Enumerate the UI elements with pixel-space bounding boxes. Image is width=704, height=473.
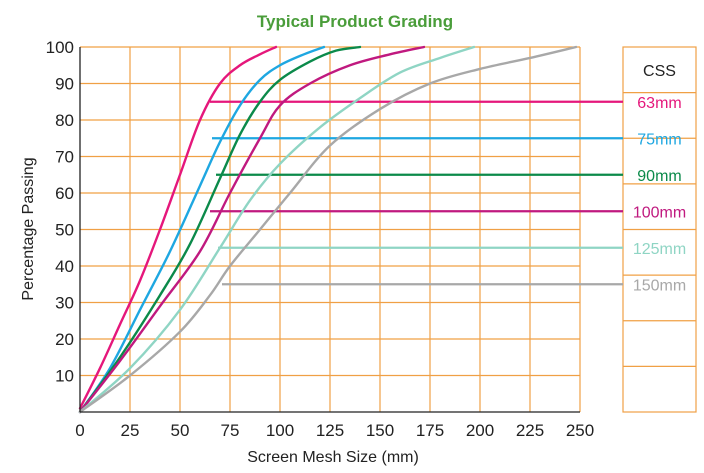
curve-100mm [78,45,426,414]
x-tick-label-250: 250 [566,421,594,440]
y-tick-label-100: 100 [46,38,74,57]
x-tick-label-100: 100 [266,421,294,440]
curve-150mm [78,45,578,414]
curve-125mm [78,45,476,414]
x-tick-label-150: 150 [366,421,394,440]
y-tick-label-80: 80 [55,111,74,130]
tick-labels: 0 25 50 75 100 125 150 175 200 225 250 10 20 30 40 50 60… [46,38,595,440]
curve-63mm [78,45,278,410]
legend-entry-125mm: 125mm [633,241,686,258]
x-tick-label-25: 25 [121,421,140,440]
legend-entry-63mm: 63mm [637,95,681,112]
x-tick-label-0: 0 [75,421,84,440]
y-tick-label-90: 90 [55,75,74,94]
x-tick-label-50: 50 [171,421,190,440]
legend-entry-90mm: 90mm [637,168,681,185]
axes [79,47,580,413]
curve-90mm [78,45,362,414]
y-tick-label-60: 60 [55,184,74,203]
css-lines [210,100,623,286]
legend-box [622,46,697,413]
x-tick-label-175: 175 [416,421,444,440]
y-tick-label-50: 50 [55,221,74,240]
legend: CSS 63mm 75mm 90mm 100mm 125mm 150mm [633,63,686,294]
legend-entry-150mm: 150mm [633,277,686,294]
grading-curves [78,45,578,414]
x-axis-label: Screen Mesh Size (mm) [247,449,419,466]
x-tick-label-200: 200 [466,421,494,440]
y-tick-label-20: 20 [55,330,74,349]
chart-title: Typical Product Grading [257,12,453,31]
legend-title: CSS [643,63,676,80]
x-tick-label-225: 225 [516,421,544,440]
legend-entry-100mm: 100mm [633,204,686,221]
curve-75mm [78,45,326,414]
y-tick-label-40: 40 [55,257,74,276]
y-tick-label-10: 10 [55,367,74,386]
x-tick-label-75: 75 [221,421,240,440]
x-tick-label-125: 125 [316,421,344,440]
legend-entry-75mm: 75mm [637,131,681,148]
y-tick-label-70: 70 [55,148,74,167]
y-axis-label: Percentage Passing [20,157,37,300]
y-tick-label-30: 30 [55,294,74,313]
